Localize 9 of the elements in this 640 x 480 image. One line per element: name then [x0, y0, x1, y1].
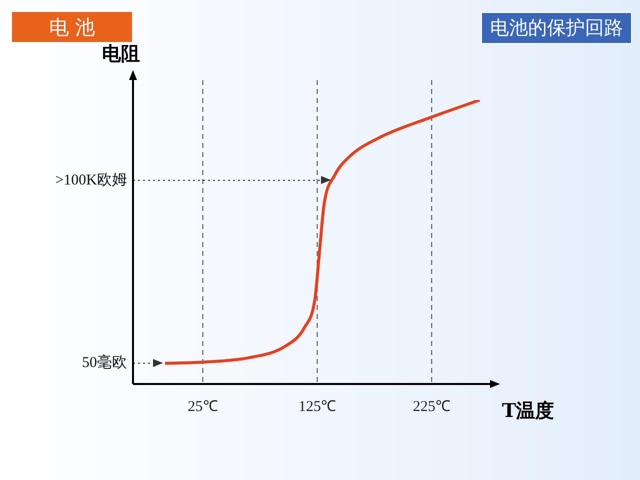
ref-line-label: >100K欧姆 — [55, 172, 127, 188]
y-axis-title: 电阻 — [102, 42, 140, 65]
ref-line-label: 50毫欧 — [82, 354, 127, 372]
chart-subtitle: 电 池 — [12, 12, 132, 42]
text: 电池的保护回路 — [481, 12, 632, 44]
x-tick-label: 225℃ — [412, 398, 450, 415]
x-axis-title: T温度 — [502, 400, 554, 422]
x-tick-label: 25℃ — [188, 398, 218, 415]
x-tick-label: 125℃ — [298, 398, 336, 415]
